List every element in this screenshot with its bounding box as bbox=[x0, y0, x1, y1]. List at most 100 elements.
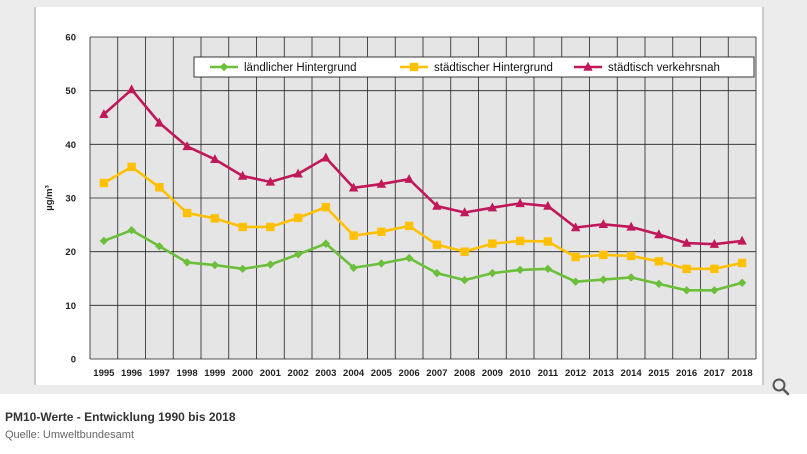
data-point bbox=[182, 141, 192, 151]
x-tick-label: 2005 bbox=[371, 368, 393, 379]
zoom-button[interactable] bbox=[770, 376, 792, 398]
data-point bbox=[654, 279, 664, 289]
data-point bbox=[488, 268, 497, 278]
data-point bbox=[432, 268, 442, 278]
data-point bbox=[238, 222, 247, 232]
y-tick-label: 0 bbox=[71, 355, 76, 366]
x-tick-label: 1999 bbox=[204, 368, 225, 379]
data-point bbox=[349, 231, 358, 240]
data-point bbox=[571, 252, 580, 262]
data-point bbox=[293, 213, 303, 223]
data-point bbox=[487, 202, 498, 212]
y-tick-label: 40 bbox=[65, 140, 76, 151]
caption-title: PM10-Werte - Entwicklung 1990 bis 2018 bbox=[5, 410, 236, 424]
figure-panel: 0 10 20 30 40 50 60 1995 1996 1997 1998 1999 2000 200… bbox=[0, 0, 807, 396]
data-point bbox=[126, 84, 137, 94]
data-point bbox=[626, 251, 636, 261]
data-point bbox=[210, 260, 220, 270]
data-point bbox=[321, 202, 331, 212]
x-tick-label: 2001 bbox=[260, 368, 282, 379]
y-axis-label: µg/m³ bbox=[44, 185, 55, 211]
data-point bbox=[404, 174, 414, 183]
x-tick-label: 2016 bbox=[676, 368, 697, 379]
data-point bbox=[515, 236, 525, 246]
data-point bbox=[210, 214, 220, 223]
data-point bbox=[654, 257, 664, 266]
data-point bbox=[432, 240, 442, 249]
y-tick-label: 50 bbox=[65, 86, 76, 97]
data-point bbox=[737, 235, 747, 245]
data-point bbox=[99, 178, 109, 188]
x-tick-label: 2011 bbox=[538, 368, 559, 379]
data-point bbox=[654, 229, 664, 239]
series-line-3 bbox=[103, 88, 743, 246]
data-point bbox=[293, 250, 303, 259]
data-point bbox=[321, 152, 331, 162]
data-point bbox=[265, 176, 276, 186]
x-tick-label: 2004 bbox=[343, 368, 365, 379]
data-point bbox=[599, 250, 608, 260]
x-tick-label: 2002 bbox=[288, 368, 309, 379]
y-tick-label: 60 bbox=[65, 33, 76, 44]
data-point bbox=[155, 183, 164, 192]
data-point bbox=[404, 221, 414, 231]
y-tick-label: 30 bbox=[65, 194, 76, 205]
series-line-1 bbox=[103, 228, 743, 292]
data-point bbox=[682, 264, 691, 274]
legend-label: städtischer Hintergrund bbox=[434, 62, 553, 74]
data-point bbox=[515, 265, 525, 275]
x-tick-label: 1997 bbox=[149, 368, 170, 379]
legend-box bbox=[193, 56, 755, 78]
chart-card: 0 10 20 30 40 50 60 1995 1996 1997 1998 1999 2000 200… bbox=[34, 7, 764, 385]
data-point bbox=[570, 222, 581, 232]
data-point bbox=[293, 168, 303, 178]
pm10-line-chart: 0 10 20 30 40 50 60 1995 1996 1997 1998 1999 2000 200… bbox=[44, 33, 757, 379]
x-tick-label: 2009 bbox=[482, 368, 503, 379]
data-point bbox=[710, 264, 719, 274]
data-point bbox=[681, 237, 692, 247]
data-point bbox=[626, 221, 636, 231]
data-point bbox=[543, 237, 553, 246]
data-point bbox=[182, 258, 192, 267]
data-point bbox=[321, 239, 331, 248]
data-point bbox=[460, 275, 469, 285]
data-point bbox=[237, 170, 248, 180]
y-tick-label: 20 bbox=[65, 247, 76, 258]
x-tick-label: 2003 bbox=[315, 368, 336, 379]
x-tick-label: 1998 bbox=[177, 368, 198, 379]
data-point bbox=[737, 278, 747, 287]
data-point bbox=[376, 178, 387, 188]
x-tick-label: 2012 bbox=[565, 368, 586, 379]
data-point bbox=[626, 273, 636, 282]
data-point bbox=[599, 275, 608, 284]
x-tick-label: 1995 bbox=[93, 368, 115, 379]
legend-marker bbox=[583, 61, 593, 71]
x-tick-label: 2010 bbox=[510, 368, 531, 379]
data-point bbox=[598, 219, 609, 228]
series-line-2 bbox=[103, 165, 743, 271]
data-point bbox=[543, 264, 553, 274]
data-point bbox=[154, 117, 165, 127]
x-tick-label: 2006 bbox=[399, 368, 420, 379]
data-point bbox=[682, 286, 691, 295]
x-tick-label: 2018 bbox=[732, 368, 753, 379]
x-tick-label: 2014 bbox=[621, 368, 643, 379]
legend-marker bbox=[219, 62, 229, 72]
data-point bbox=[182, 208, 192, 218]
data-point bbox=[515, 198, 525, 208]
data-point bbox=[460, 247, 469, 256]
data-point bbox=[543, 200, 553, 210]
data-point bbox=[348, 182, 359, 192]
data-point bbox=[210, 154, 220, 164]
x-tick-label: 2008 bbox=[454, 368, 475, 379]
data-point bbox=[432, 200, 442, 210]
x-tick-label: 2007 bbox=[426, 368, 447, 379]
data-point bbox=[99, 109, 109, 118]
data-point bbox=[709, 238, 720, 248]
legend-label: städtisch verkehrsnah bbox=[608, 62, 720, 74]
data-point bbox=[377, 227, 386, 237]
data-point bbox=[377, 259, 386, 268]
data-point bbox=[155, 242, 164, 251]
y-tick-label: 10 bbox=[65, 301, 76, 312]
x-tick-label: 2000 bbox=[232, 368, 253, 379]
